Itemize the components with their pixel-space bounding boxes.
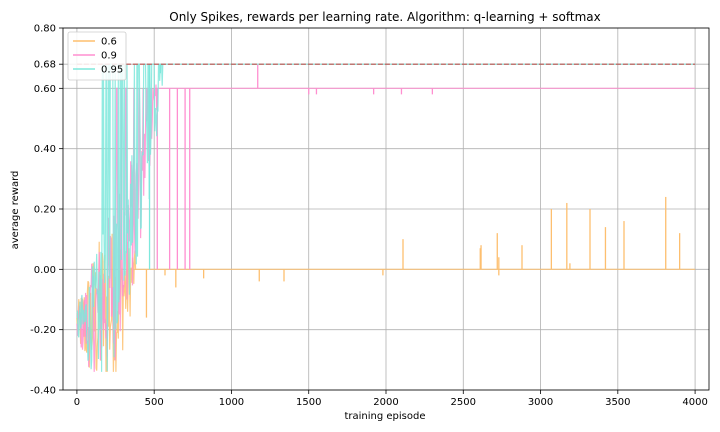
legend: 0.6 0.9 0.95 bbox=[67, 31, 127, 81]
x-axis-ticks: 0 500 1000 1500 2000 2500 3000 3500 4000 bbox=[74, 390, 708, 408]
y-axis-ticks: -0.40 -0.20 0.00 0.20 0.40 0.60 0.68 0.80 bbox=[30, 24, 63, 397]
y-tick-label: 0.60 bbox=[34, 84, 56, 95]
x-tick-label: 1000 bbox=[219, 397, 244, 408]
y-axis-label: average reward bbox=[10, 171, 21, 250]
y-tick-label: -0.40 bbox=[30, 386, 56, 397]
legend-label: 0.9 bbox=[101, 51, 117, 62]
chart-title: Only Spikes, rewards per learning rate. … bbox=[169, 10, 600, 24]
y-tick-label: 0.20 bbox=[34, 205, 56, 216]
legend-label: 0.6 bbox=[101, 37, 117, 48]
y-tick-label: 0.68 bbox=[34, 60, 56, 71]
x-tick-label: 1500 bbox=[296, 397, 321, 408]
x-tick-label: 4000 bbox=[682, 397, 707, 408]
y-tick-label: -0.20 bbox=[30, 325, 56, 336]
series-line-1 bbox=[76, 233, 696, 372]
y-tick-label: 0.80 bbox=[34, 24, 56, 35]
series-line-2 bbox=[76, 84, 696, 372]
legend-label: 0.95 bbox=[101, 65, 123, 76]
x-tick-label: 3000 bbox=[528, 397, 553, 408]
y-tick-label: 0.00 bbox=[34, 265, 56, 276]
legend-box bbox=[67, 31, 127, 81]
x-axis-label: training episode bbox=[344, 411, 425, 422]
x-tick-label: 3500 bbox=[605, 397, 630, 408]
x-tick-label: 2000 bbox=[373, 397, 398, 408]
y-tick-label: 0.40 bbox=[34, 144, 56, 155]
x-tick-label: 0 bbox=[74, 397, 80, 408]
x-tick-label: 500 bbox=[145, 397, 164, 408]
x-tick-label: 2500 bbox=[451, 397, 476, 408]
